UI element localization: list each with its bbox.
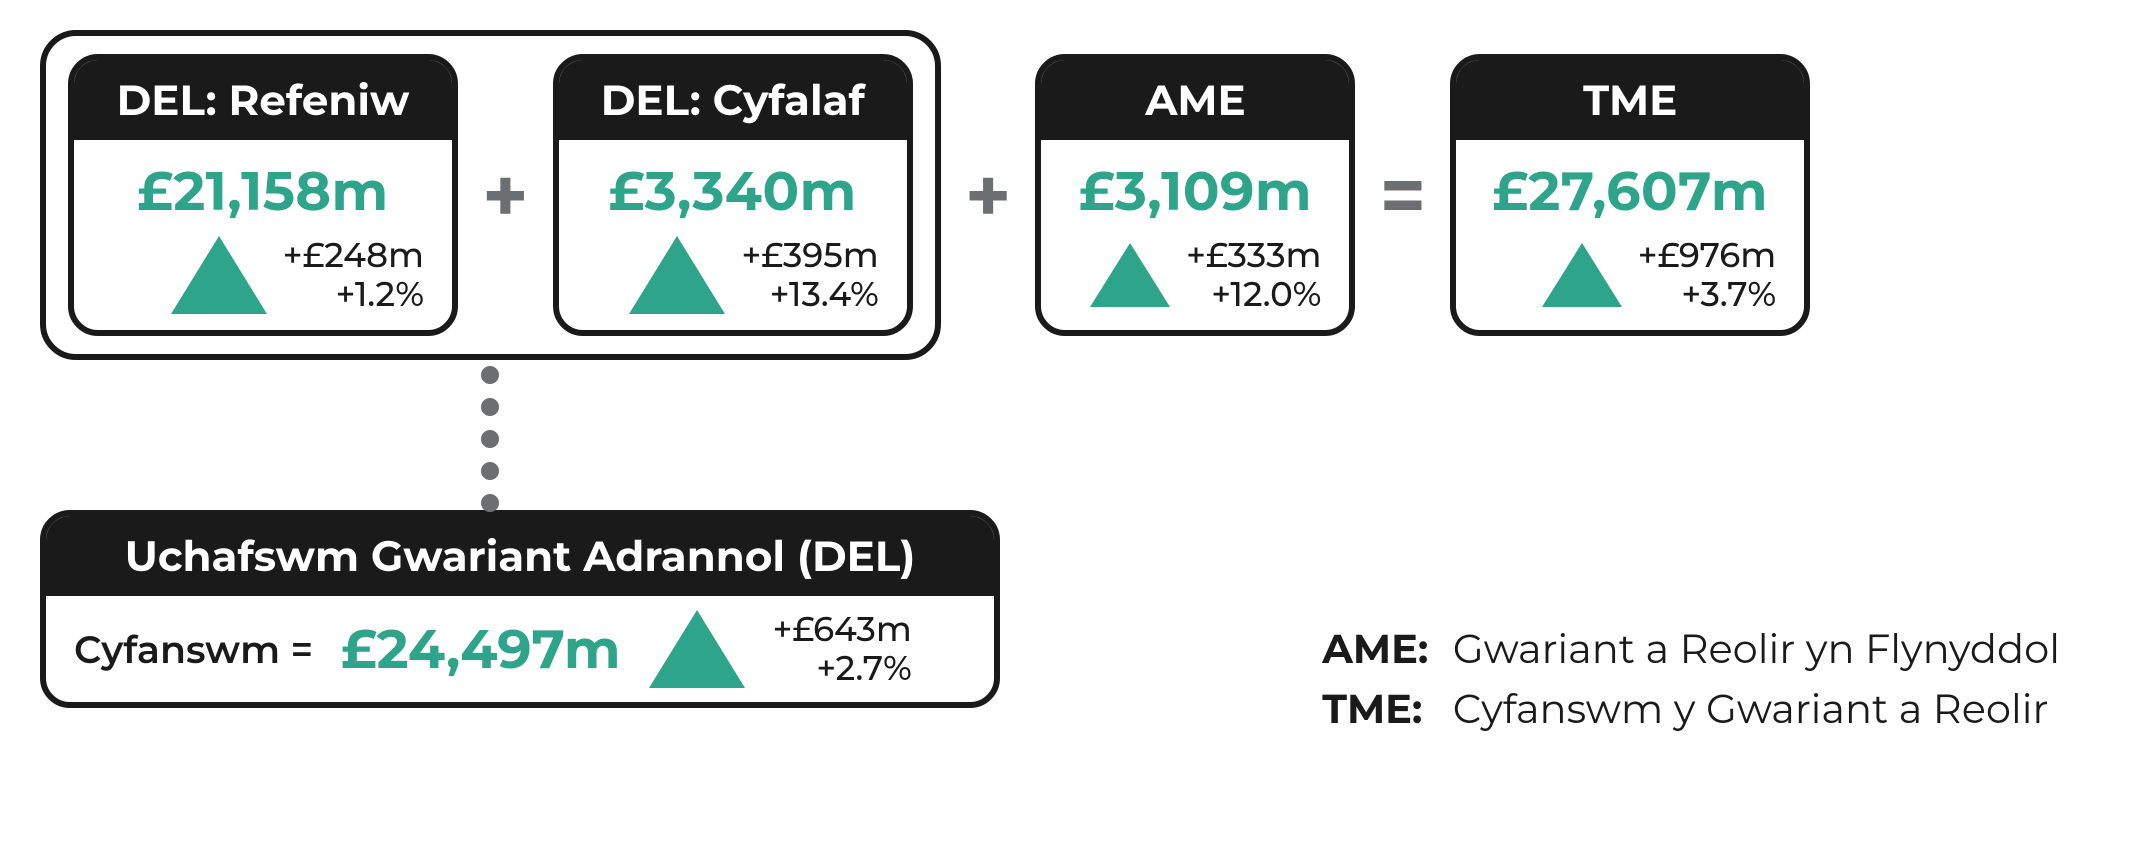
card-body: £3,340m +£395m +13.4% [559, 140, 907, 330]
delta-pct: +13.4% [741, 275, 878, 314]
delta-value: +£333m [1186, 236, 1321, 275]
legend-row-ame: AME: Gwariant a Reolir yn Flynyddol [1322, 620, 2060, 680]
card-value: £3,109m [1079, 158, 1312, 224]
total-header: Uchafswm Gwariant Adrannol (DEL) [46, 516, 994, 596]
legend-term: AME [1322, 625, 1418, 674]
legend-def: Cyfanswm y Gwariant a Reolir [1453, 685, 2049, 734]
total-body: Cyfanswm = £24,497m +£643m +2.7% [46, 596, 994, 702]
delta-pct: +2.7% [773, 649, 912, 688]
up-triangle-icon [1090, 243, 1170, 307]
card-body: £21,158m +£248m +1.2% [74, 140, 452, 330]
card-body: £3,109m +£333m +12.0% [1041, 140, 1349, 330]
dot-icon [481, 494, 499, 512]
card-del-revenue: DEL: Refeniw £21,158m +£248m +1.2% [68, 54, 458, 336]
delta-value: +£395m [741, 236, 878, 275]
delta-row: +£976m +3.7% [1484, 236, 1776, 314]
total-value: £24,497m [341, 616, 621, 682]
legend: AME: Gwariant a Reolir yn Flynyddol TME:… [1322, 620, 2060, 740]
card-value: £27,607m [1492, 158, 1768, 224]
delta-text: +£333m +12.0% [1186, 236, 1321, 314]
equals-operator: = [1379, 147, 1426, 243]
card-del-capital: DEL: Cyfalaf £3,340m +£395m +13.4% [553, 54, 913, 336]
total-label: Cyfanswm = [74, 626, 313, 673]
delta-pct: +3.7% [1638, 275, 1776, 314]
card-value: £21,158m [137, 158, 388, 224]
delta-text: +£395m +13.4% [741, 236, 878, 314]
legend-colon: : [1418, 625, 1428, 674]
delta-text: +£976m +3.7% [1638, 236, 1776, 314]
dot-icon [481, 366, 499, 384]
delta-pct: +12.0% [1186, 275, 1321, 314]
delta-value: +£643m [773, 610, 912, 649]
legend-row-tme: TME: Cyfanswm y Gwariant a Reolir [1322, 680, 2060, 740]
delta-text: +£248m +1.2% [283, 236, 424, 314]
up-triangle-icon [629, 236, 725, 314]
delta-pct: +1.2% [283, 275, 424, 314]
delta-row: +£395m +13.4% [587, 236, 879, 314]
card-ame: AME £3,109m +£333m +12.0% [1035, 54, 1355, 336]
card-header: DEL: Refeniw [74, 60, 452, 140]
del-group-container: DEL: Refeniw £21,158m +£248m +1.2% + DEL… [40, 30, 941, 360]
delta-row: +£333m +12.0% [1069, 236, 1321, 314]
plus-operator: + [482, 147, 529, 243]
legend-colon: : [1412, 685, 1422, 734]
card-value: £3,340m [609, 158, 857, 224]
connector-dots [481, 354, 499, 512]
dot-icon [481, 462, 499, 480]
delta-value: +£976m [1638, 236, 1776, 275]
dot-icon [481, 430, 499, 448]
delta-value: +£248m [283, 236, 424, 275]
card-del-total: Uchafswm Gwariant Adrannol (DEL) Cyfansw… [40, 510, 1000, 708]
card-header: DEL: Cyfalaf [559, 60, 907, 140]
legend-term: TME [1322, 685, 1412, 734]
delta-text: +£643m +2.7% [773, 610, 912, 688]
up-triangle-icon [1542, 243, 1622, 307]
dot-icon [481, 398, 499, 416]
up-triangle-icon [171, 236, 267, 314]
card-body: £27,607m +£976m +3.7% [1456, 140, 1804, 330]
legend-def: Gwariant a Reolir yn Flynyddol [1453, 625, 2060, 674]
card-header: TME [1456, 60, 1804, 140]
plus-operator: + [965, 147, 1012, 243]
card-tme: TME £27,607m +£976m +3.7% [1450, 54, 1810, 336]
top-row: DEL: Refeniw £21,158m +£248m +1.2% + DEL… [40, 30, 2110, 360]
up-triangle-icon [649, 610, 745, 688]
delta-row: +£248m +1.2% [102, 236, 424, 314]
card-header: AME [1041, 60, 1349, 140]
